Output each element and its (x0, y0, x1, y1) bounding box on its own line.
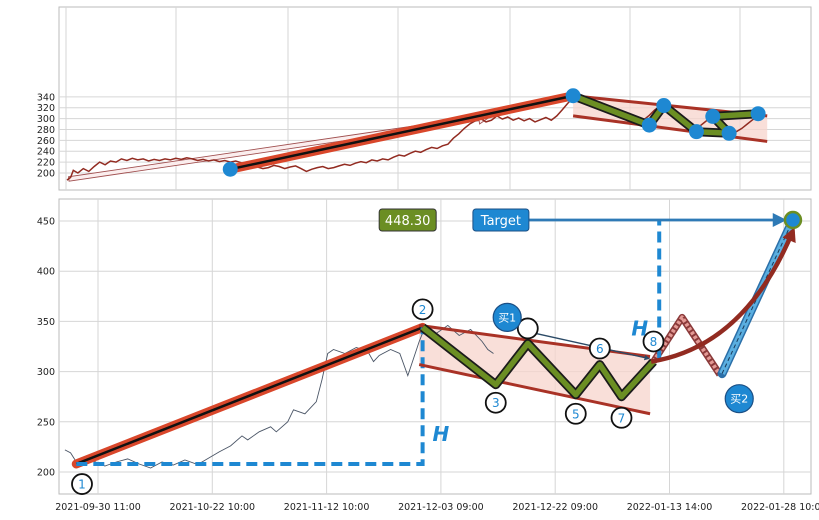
bottom-x-tick-label: 2021-11-12 10:00 (284, 502, 370, 513)
top-y-tick-label: 320 (37, 103, 55, 114)
top-pivot-point (656, 98, 672, 114)
top-pivot-point (641, 117, 657, 133)
bottom-buy-badge (724, 384, 754, 414)
top-impulse-line (229, 94, 574, 171)
top-y-tick-label: 280 (37, 125, 55, 136)
top-y-tick-label: 220 (37, 158, 55, 169)
top-y-tick-label: 260 (37, 136, 55, 147)
bottom-marker-circle (71, 473, 93, 495)
bottom-y-tick-label: 300 (37, 367, 55, 378)
bottom-h-label: H (433, 422, 450, 446)
bottom-marker-circle (610, 406, 633, 429)
bottom-channel-upper (418, 323, 651, 359)
bottom-target-box (472, 208, 530, 232)
top-pivot-point (565, 88, 581, 104)
bottom-x-tick-label: 2021-12-22 09:00 (512, 502, 598, 513)
bottom-h-dashed-left (76, 327, 425, 466)
bottom-price-box-label: 448.30 (385, 214, 431, 229)
bottom-channel-fill (419, 325, 651, 414)
bottom-marker-label: 8 (650, 335, 658, 349)
bottom-y-tick-label: 400 (37, 267, 55, 278)
top-pivot-point (721, 125, 737, 141)
top-pivot-point (705, 108, 721, 124)
bottom-marker-label: 7 (618, 411, 626, 425)
top-pivot-point (750, 106, 766, 122)
top-y-tick-label: 340 (37, 92, 55, 103)
bottom-marker-label: 1 (78, 478, 86, 492)
bottom-channel-lower (418, 363, 651, 416)
top-y-tick-label: 300 (37, 114, 55, 125)
bottom-price-line (64, 324, 494, 469)
bottom-impulse-line (75, 326, 424, 466)
bottom-x-tick-label: 2021-12-03 09:00 (398, 502, 484, 513)
bottom-red-curve (650, 227, 796, 364)
bottom-panel: 200 250 300 350 400 450 2021-09-30 11:00 2021-1… (37, 198, 819, 513)
top-y-tick-label: 240 (37, 147, 55, 158)
bottom-marker-circle (642, 330, 665, 353)
bottom-end-point (783, 210, 803, 230)
bottom-target-box-label: Target (480, 214, 521, 229)
top-pivot-point (688, 124, 704, 140)
bottom-pink-band (651, 315, 722, 376)
bottom-y-tick-label: 200 (37, 468, 55, 479)
bottom-x-tick-label: 2021-10-22 10:00 (169, 502, 255, 513)
bottom-marker-circle (484, 391, 507, 414)
bottom-marker-label: 2 (419, 303, 427, 317)
bottom-x-tick-label: 2021-09-30 11:00 (55, 502, 141, 513)
bottom-marker-label: 6 (596, 342, 604, 356)
bottom-buy-badge-label: 买2 (730, 393, 748, 406)
bottom-y-tick-label: 450 (37, 217, 55, 228)
bottom-h-label: H (631, 316, 648, 340)
top-price-line (66, 94, 764, 181)
top-pivot-point (222, 161, 238, 177)
bottom-marker-circle (516, 317, 539, 340)
bottom-x-tick-label: 2022-01-13 14:00 (627, 502, 713, 513)
top-y-tick-label: 200 (37, 169, 55, 180)
bottom-x-tick-label: 2022-01-28 10:00 (741, 502, 819, 513)
bottom-y-tick-label: 350 (37, 317, 55, 328)
bottom-marker-circle (588, 337, 611, 360)
bottom-price-box (378, 208, 437, 232)
bottom-marker-circle (411, 298, 434, 321)
bottom-y-tick-label: 250 (37, 417, 55, 428)
bottom-marker-circle (564, 402, 587, 425)
bottom-marker-label: 5 (572, 407, 580, 421)
bottom-buy-badge (492, 302, 522, 332)
bottom-buy-badge-label: 买1 (498, 311, 516, 324)
bottom-zigzag (420, 325, 656, 400)
bottom-marker-label: 3 (492, 396, 500, 410)
